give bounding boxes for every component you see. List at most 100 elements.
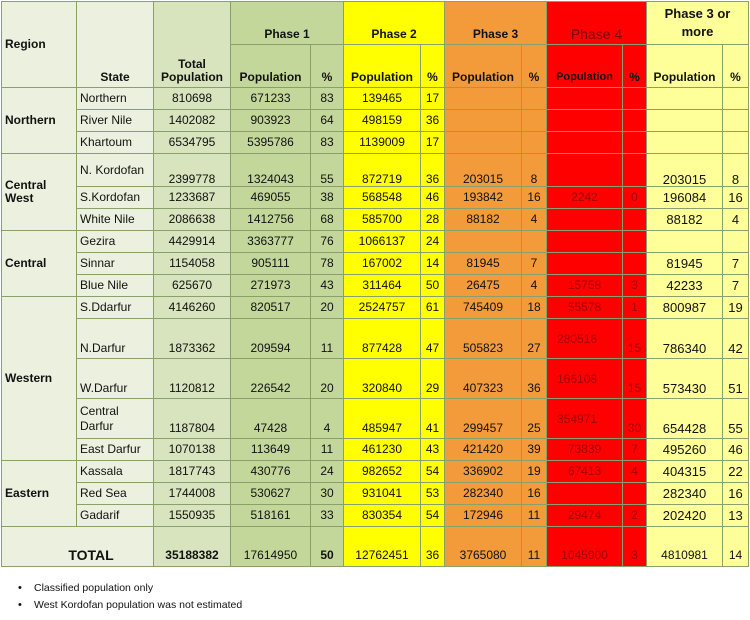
phase3-pct bbox=[521, 230, 547, 253]
phase4-population bbox=[546, 208, 623, 231]
phase3-population: 88182 bbox=[444, 208, 522, 231]
phase3-population: 26475 bbox=[444, 274, 522, 297]
phase1-pct: 55 bbox=[310, 153, 344, 187]
phase3-population: 172946 bbox=[444, 504, 522, 527]
phase3-population: 336902 bbox=[444, 460, 522, 483]
phase1-population: 226542 bbox=[230, 358, 311, 399]
phase2-population: 982652 bbox=[343, 460, 421, 483]
phase3-population bbox=[444, 109, 522, 132]
phase1-population: 47428 bbox=[230, 398, 311, 439]
phase3-or-more-population: 495260 bbox=[646, 438, 723, 461]
phase2-pct: 28 bbox=[420, 208, 445, 231]
total-population: 4146260 bbox=[153, 296, 231, 319]
total-population: 6534795 bbox=[153, 131, 231, 154]
phase3-or-more-population: 81945 bbox=[646, 252, 723, 275]
phase1-pct: 38 bbox=[310, 186, 344, 209]
phase2-population: 931041 bbox=[343, 482, 421, 505]
phase3-pct: 16 bbox=[521, 186, 547, 209]
phase1-pct: 11 bbox=[310, 438, 344, 461]
phase4-population: 280516 bbox=[546, 318, 623, 359]
total-phase3-pct: 11 bbox=[521, 526, 547, 567]
region-header: Region bbox=[1, 1, 77, 88]
phase4-population: 29474 bbox=[546, 504, 623, 527]
phase2-population: 320840 bbox=[343, 358, 421, 399]
phase3-or-more-pct: 55 bbox=[722, 398, 749, 439]
phase4-population: 354971 bbox=[546, 398, 623, 439]
phase1-header: Phase 1 bbox=[230, 1, 344, 45]
phase2-pct: 24 bbox=[420, 230, 445, 253]
total-population: 1120812 bbox=[153, 358, 231, 399]
phase2-population: 1066137 bbox=[343, 230, 421, 253]
phase3-pct: 4 bbox=[521, 274, 547, 297]
phase4-population bbox=[546, 109, 623, 132]
phase3-or-more-population-header: Population bbox=[646, 44, 723, 88]
phase2-pct: 46 bbox=[420, 186, 445, 209]
phase2-pct: 50 bbox=[420, 274, 445, 297]
phase1-pct-header: % bbox=[310, 44, 344, 88]
phase3-pct bbox=[521, 109, 547, 132]
state-name: Northern bbox=[76, 87, 154, 110]
phase4-pct bbox=[622, 131, 647, 154]
phase3-pct: 16 bbox=[521, 482, 547, 505]
phase4-population: 67413 bbox=[546, 460, 623, 483]
phase4-pct: 2 bbox=[622, 504, 647, 527]
state-name: S.Ddarfur bbox=[76, 296, 154, 319]
phase4-pct: 4 bbox=[622, 460, 647, 483]
phase2-pct-header: % bbox=[420, 44, 445, 88]
phase4-pct bbox=[622, 109, 647, 132]
state-name: Sinnar bbox=[76, 252, 154, 275]
phase2-population: 2524757 bbox=[343, 296, 421, 319]
phase3-population bbox=[444, 230, 522, 253]
phase3-or-more-pct: 42 bbox=[722, 318, 749, 359]
phase2-population: 498159 bbox=[343, 109, 421, 132]
phase4-pct: 7 bbox=[622, 438, 647, 461]
region-label: Northern bbox=[1, 87, 77, 154]
total-population: 1873362 bbox=[153, 318, 231, 359]
phase1-population: 271973 bbox=[230, 274, 311, 297]
phase2-population: 568548 bbox=[343, 186, 421, 209]
phase2-pct: 29 bbox=[420, 358, 445, 399]
phase2-pct: 43 bbox=[420, 438, 445, 461]
phase4-population: 55578 bbox=[546, 296, 623, 319]
phase2-population: 167002 bbox=[343, 252, 421, 275]
phase2-population: 830354 bbox=[343, 504, 421, 527]
phase3-population bbox=[444, 131, 522, 154]
phase1-population: 518161 bbox=[230, 504, 311, 527]
phase3-or-more-pct: 7 bbox=[722, 274, 749, 297]
footnote-item: Classified population only bbox=[18, 580, 242, 597]
phase3-pct bbox=[521, 87, 547, 110]
phase4-population bbox=[546, 153, 623, 187]
phase2-population: 461230 bbox=[343, 438, 421, 461]
region-label: Eastern bbox=[1, 460, 77, 527]
phase3-or-more-population: 88182 bbox=[646, 208, 723, 231]
phase3-population: 407323 bbox=[444, 358, 522, 399]
total-phase4-pct: 3 bbox=[622, 526, 647, 567]
phase4-population bbox=[546, 131, 623, 154]
phase4-pct: 15 bbox=[622, 358, 647, 399]
phase1-population: 530627 bbox=[230, 482, 311, 505]
phase3-or-more-population bbox=[646, 131, 723, 154]
phase4-pct bbox=[622, 87, 647, 110]
total-population: 1154058 bbox=[153, 252, 231, 275]
phase3-or-more-pct: 22 bbox=[722, 460, 749, 483]
phase1-population: 1412756 bbox=[230, 208, 311, 231]
phase4-population-header: Population bbox=[546, 44, 623, 88]
total-phase2-pct: 36 bbox=[420, 526, 445, 567]
total-population: 1233687 bbox=[153, 186, 231, 209]
phase3-pct: 7 bbox=[521, 252, 547, 275]
phase4-pct bbox=[622, 153, 647, 187]
state-name: N. Kordofan bbox=[76, 153, 154, 187]
phase3-population: 421420 bbox=[444, 438, 522, 461]
phase1-population: 113649 bbox=[230, 438, 311, 461]
phase3-pct: 27 bbox=[521, 318, 547, 359]
phase4-pct bbox=[622, 252, 647, 275]
phase3-or-more-population: 196084 bbox=[646, 186, 723, 209]
phase3-or-more-pct: 51 bbox=[722, 358, 749, 399]
phase4-population: 15758 bbox=[546, 274, 623, 297]
total-population: 1550935 bbox=[153, 504, 231, 527]
phase1-pct: 4 bbox=[310, 398, 344, 439]
phase3-pct-header: % bbox=[521, 44, 547, 88]
phase3-or-more-population bbox=[646, 87, 723, 110]
state-name: Gezira bbox=[76, 230, 154, 253]
phase1-pct: 24 bbox=[310, 460, 344, 483]
